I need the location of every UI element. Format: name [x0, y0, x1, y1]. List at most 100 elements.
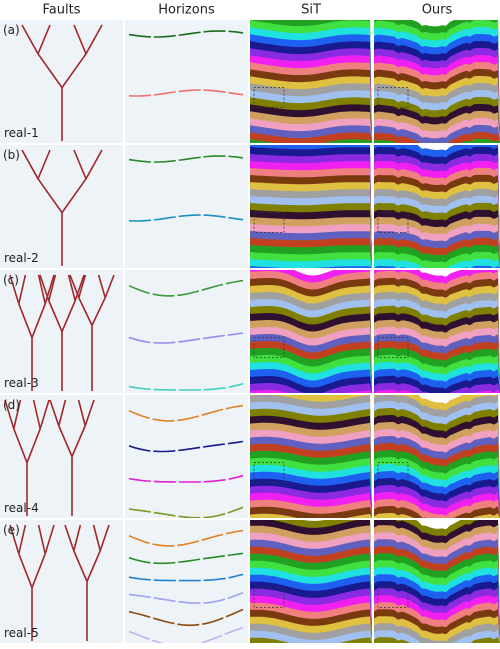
horizon-line — [128, 474, 244, 483]
fault-line — [13, 428, 28, 463]
fault-line — [32, 399, 41, 430]
fault-line — [44, 524, 55, 555]
horizon-line — [128, 440, 244, 453]
panel — [0, 20, 123, 143]
panel — [125, 20, 248, 143]
row-name: real-5 — [4, 626, 39, 640]
horizon-line — [128, 608, 244, 627]
layer-band — [250, 266, 372, 268]
layer-band — [374, 389, 500, 393]
fault-line — [21, 24, 39, 55]
column-header: SiT — [301, 3, 321, 18]
highlight-box — [377, 87, 409, 109]
row-name: real-3 — [4, 376, 39, 390]
horizon-line — [128, 591, 244, 604]
fault-line — [74, 274, 85, 302]
column-header: Faults — [43, 3, 81, 18]
layer-band — [374, 139, 500, 143]
horizon-line — [128, 404, 244, 422]
fault-line — [21, 149, 39, 180]
fault-line — [61, 300, 76, 332]
horizon-line — [128, 89, 244, 97]
horizon-line — [128, 573, 244, 582]
fault-line — [37, 524, 46, 555]
layer-band — [374, 265, 500, 268]
layer-band — [250, 259, 372, 268]
layer-band — [374, 513, 500, 518]
fault-line — [31, 303, 46, 338]
panel — [125, 520, 248, 643]
layer-band — [250, 139, 372, 143]
panel — [0, 395, 123, 518]
fault-line — [48, 274, 57, 301]
fault-line — [49, 399, 60, 427]
row-name: real-1 — [4, 126, 39, 140]
panel — [374, 145, 500, 268]
layer-band — [374, 630, 500, 643]
row-letter: (c) — [3, 273, 19, 287]
row-letter: (b) — [3, 148, 20, 162]
fault-line — [92, 524, 101, 551]
fault-line — [97, 274, 106, 298]
panel — [250, 395, 372, 518]
panel-background — [125, 395, 248, 518]
layer-band — [374, 382, 500, 393]
layer-band — [374, 637, 500, 643]
row-name: real-2 — [4, 251, 39, 265]
fault-line — [78, 297, 93, 326]
fault-line — [73, 149, 87, 180]
horizon-line — [128, 506, 244, 518]
fault-line — [18, 553, 33, 588]
panel — [0, 520, 123, 643]
fault-line — [39, 399, 50, 430]
fault-line — [37, 149, 51, 180]
panel-background — [125, 145, 248, 268]
fault-line — [58, 425, 73, 457]
fault-line — [77, 399, 86, 426]
column-header: Ours — [422, 3, 453, 18]
horizon-line — [128, 155, 244, 163]
panel — [250, 270, 372, 393]
layer-band — [250, 643, 372, 649]
horizon-line — [128, 382, 244, 391]
highlight-box — [253, 87, 285, 109]
row-letter: (e) — [3, 523, 20, 537]
panel — [125, 145, 248, 268]
fault-line — [69, 274, 80, 298]
fault-line — [58, 399, 67, 426]
fault-line — [91, 297, 106, 326]
fault-line — [39, 274, 50, 302]
horizon-line — [128, 626, 244, 643]
fault-line — [85, 149, 103, 180]
fault-line — [86, 550, 101, 582]
fault-line — [64, 524, 75, 552]
layer-band — [250, 643, 372, 649]
fault-line — [37, 24, 51, 55]
fault-line — [71, 425, 86, 457]
panel — [0, 270, 123, 393]
layer-band — [250, 513, 372, 518]
highlight-box — [253, 587, 285, 609]
fault-line — [44, 274, 55, 305]
horizon-line — [128, 529, 244, 547]
layer-band — [374, 258, 500, 268]
fault-line — [26, 428, 41, 463]
layer-band — [250, 383, 372, 393]
fault-line — [61, 178, 87, 214]
highlight-box — [377, 587, 409, 609]
panel — [125, 270, 248, 393]
fault-line — [18, 274, 27, 305]
column-header: Horizons — [158, 3, 215, 18]
fault-line — [31, 553, 46, 588]
panel — [0, 145, 123, 268]
fault-line — [85, 24, 103, 55]
horizon-line — [128, 279, 244, 297]
fault-line — [13, 399, 22, 430]
layer-band — [374, 132, 500, 143]
horizon-line — [128, 552, 244, 565]
panel — [250, 20, 372, 143]
panel — [374, 20, 500, 143]
fault-line — [9, 274, 20, 305]
panel — [250, 145, 372, 268]
